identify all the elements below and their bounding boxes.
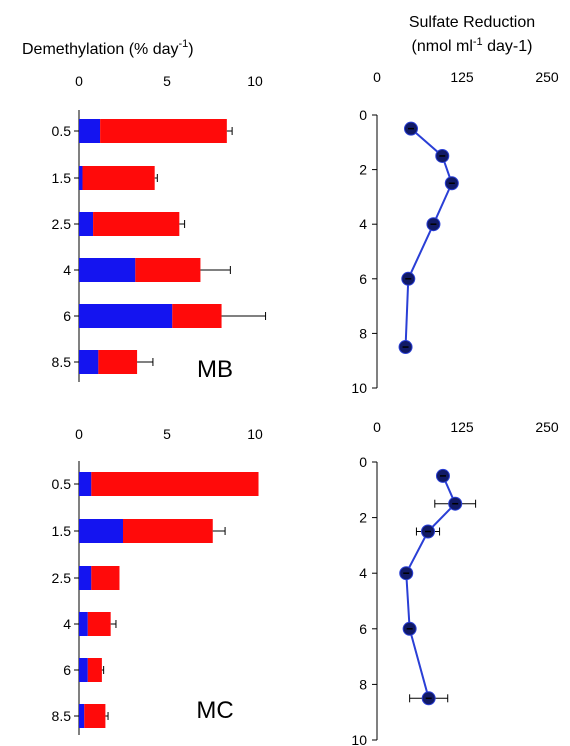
line-ytick-label: 2: [359, 162, 367, 178]
sulfate-header-tail: day-1): [483, 38, 533, 55]
bar-segment-red: [87, 612, 111, 636]
sulfate-series-line: [405, 475, 457, 699]
line-xtick-label: 125: [450, 69, 474, 85]
line-ytick-label: 4: [359, 565, 367, 581]
bar-category-label: 0.5: [52, 123, 72, 139]
bar-segment-blue: [79, 166, 83, 190]
bar-category-label: 2.5: [52, 216, 72, 232]
bar-category-label: 2.5: [52, 570, 72, 586]
bar-segment-blue: [79, 258, 136, 282]
bar-category-label: 0.5: [52, 476, 72, 492]
bar-segment-red: [123, 519, 213, 543]
bar-segment-red: [135, 258, 201, 282]
line-ytick-label: 6: [359, 271, 367, 287]
line-ytick-label: 4: [359, 216, 367, 232]
bar-segment-blue: [79, 704, 85, 728]
line-ytick-label: 10: [351, 732, 367, 746]
bar-segment-red: [93, 212, 180, 236]
bar-category-label: 6: [63, 662, 71, 678]
bar-segment-blue: [79, 212, 94, 236]
bar-category-label: 1.5: [52, 523, 72, 539]
bar-segment-red: [91, 566, 120, 590]
line-xtick-label: 0: [373, 419, 381, 435]
bar-xtick-label: 0: [75, 73, 83, 89]
bar-category-label: 1.5: [52, 170, 72, 186]
bar-segment-red: [84, 704, 106, 728]
line-ytick-label: 8: [359, 325, 367, 341]
bar-segment-blue: [79, 350, 99, 374]
bar-category-label: 4: [63, 262, 71, 278]
bar-category-label: 6: [63, 308, 71, 324]
bar-category-label: 8.5: [52, 354, 72, 370]
bar-xtick-label: 5: [163, 426, 171, 442]
panel-label: MC: [196, 697, 233, 724]
bar-segment-blue: [79, 612, 88, 636]
line-xtick-label: 250: [535, 419, 559, 435]
bar-xtick-label: 0: [75, 426, 83, 442]
panel-label: MB: [197, 356, 233, 383]
sulfate-header-line2: (nmol ml-1 day-1): [412, 36, 533, 55]
bar-segment-red: [172, 304, 222, 328]
bar-segment-blue: [79, 566, 92, 590]
bar-segment-red: [100, 119, 227, 143]
demethylation-header: Demethylation (% day-1): [22, 38, 194, 58]
demethylation-header-close: ): [188, 41, 193, 58]
bar-category-label: 8.5: [52, 708, 72, 724]
line-ytick-label: 0: [359, 107, 367, 123]
line-xtick-label: 125: [450, 419, 474, 435]
line-ytick-label: 2: [359, 510, 367, 526]
line-ytick-label: 8: [359, 676, 367, 692]
sulfate-header-line1: Sulfate Reduction: [409, 14, 535, 31]
bar-xtick-label: 5: [163, 73, 171, 89]
line-ytick-label: 10: [351, 380, 367, 396]
bar-segment-blue: [79, 658, 88, 682]
bar-category-label: 4: [63, 616, 71, 632]
demethylation-header-main: Demethylation (% day: [22, 41, 179, 58]
bar-segment-red: [87, 658, 102, 682]
bar-segment-blue: [79, 119, 101, 143]
bar-segment-blue: [79, 304, 173, 328]
bar-segment-red: [91, 472, 259, 496]
line-xtick-label: 0: [373, 69, 381, 85]
bar-xtick-label: 10: [247, 73, 263, 89]
line-ytick-label: 6: [359, 621, 367, 637]
demethylation-header-exponent: -1: [179, 38, 189, 50]
bar-segment-blue: [79, 519, 123, 543]
bar-segment-red: [82, 166, 155, 190]
sulfate-header-exponent: -1: [473, 36, 483, 48]
line-ytick-label: 0: [359, 454, 367, 470]
line-xtick-label: 250: [535, 69, 559, 85]
sulfate-header-unit: (nmol ml: [412, 38, 473, 55]
plots-layer: 0 5 10 0.5 1.5 2.5 4 6 8.5 MB 0 125 250 0 2 4 6 8 10 0 5 10 0.…: [52, 69, 559, 746]
bar-segment-blue: [79, 472, 92, 496]
bar-xtick-label: 10: [247, 426, 263, 442]
bar-segment-red: [98, 350, 138, 374]
